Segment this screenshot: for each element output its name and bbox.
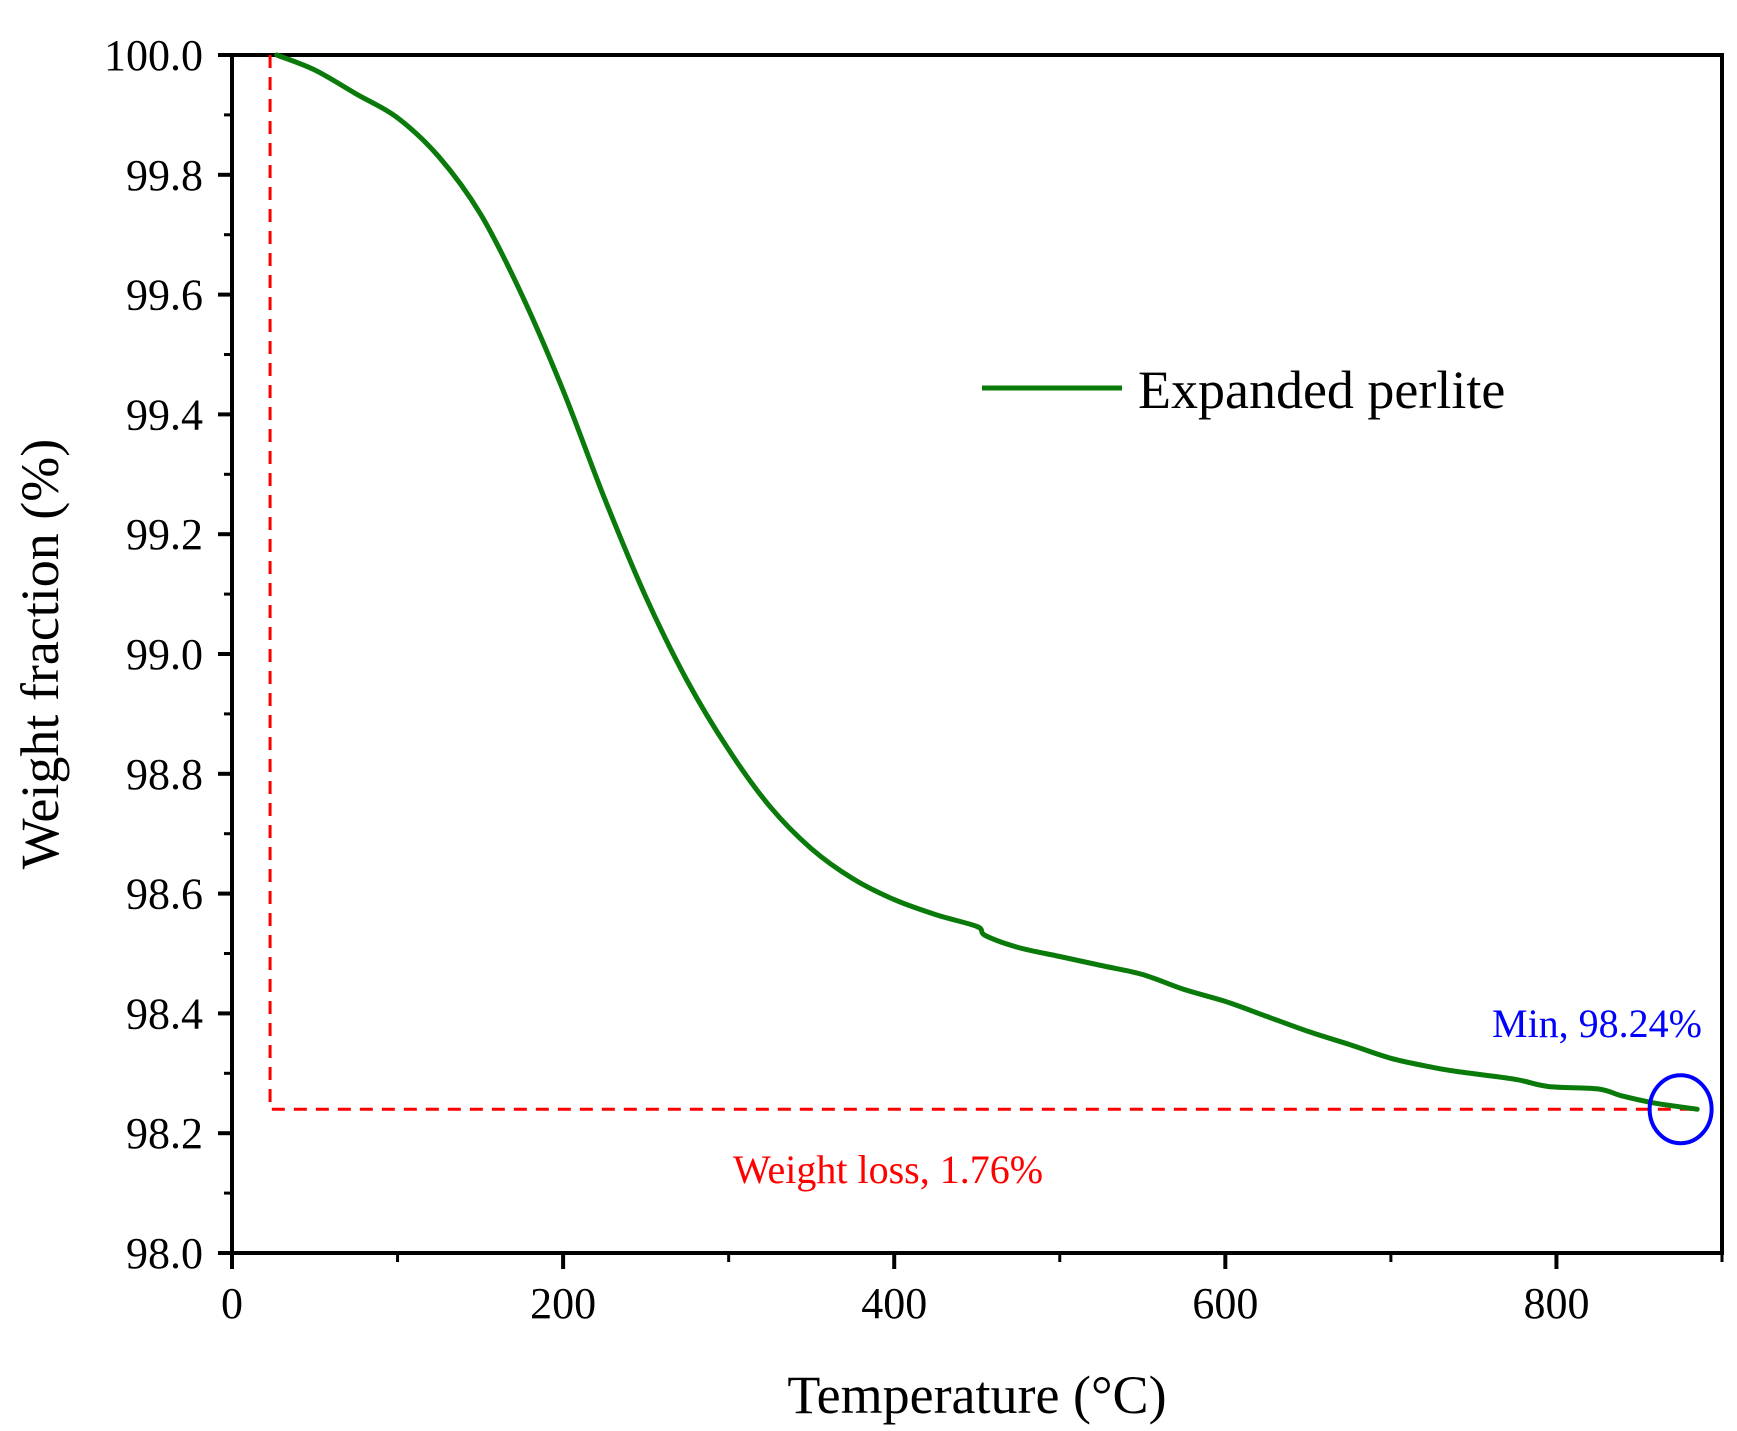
x-tick-label: 0 <box>221 1279 243 1328</box>
x-axis-ticks: 0 200 400 600 800 <box>221 1253 1724 1328</box>
y-tick-label: 99.4 <box>126 390 203 439</box>
y-tick-label: 99.8 <box>126 151 203 200</box>
legend-label-expanded-perlite: Expanded perlite <box>1138 360 1505 420</box>
y-tick-label: 98.8 <box>126 750 203 799</box>
y-tick-label: 99.6 <box>126 271 203 320</box>
y-tick-label: 99.0 <box>126 630 203 679</box>
weight-loss-guide-line <box>268 55 1698 1111</box>
min-marker-circle <box>1647 1073 1714 1146</box>
y-axis-ticks: 98.0 98.2 98.4 98.6 98.8 99.0 99.2 99.4 99.6 99.8… <box>104 31 232 1278</box>
y-tick-label: 100.0 <box>104 31 203 80</box>
x-tick-label: 200 <box>530 1279 596 1328</box>
x-tick-label: 600 <box>1192 1279 1258 1328</box>
y-axis-label: Weight fraction (%) <box>10 439 70 869</box>
x-tick-label: 400 <box>861 1279 927 1328</box>
legend: Expanded perlite <box>982 360 1505 420</box>
weight-loss-label: Weight loss, 1.76% <box>733 1147 1043 1192</box>
y-tick-label: 98.6 <box>126 870 203 919</box>
x-tick-label: 800 <box>1523 1279 1589 1328</box>
y-tick-label: 98.0 <box>126 1229 203 1278</box>
y-tick-label: 98.2 <box>126 1109 203 1158</box>
y-tick-label: 99.2 <box>126 510 203 559</box>
min-value-label: Min, 98.24% <box>1492 1001 1702 1046</box>
series-line-expanded-perlite <box>274 52 1700 1112</box>
y-tick-label: 98.4 <box>126 989 203 1038</box>
x-axis-label: Temperature (°C) <box>787 1365 1166 1425</box>
